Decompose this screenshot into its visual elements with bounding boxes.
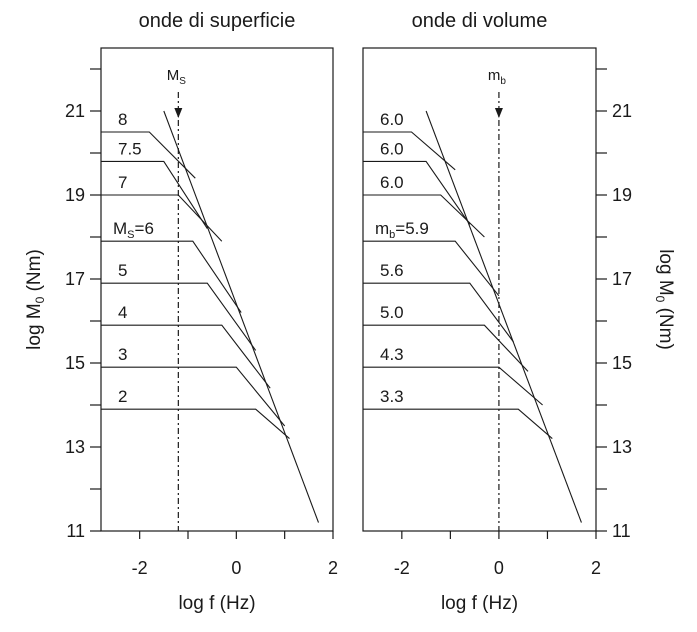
series-label: 4 [118,303,127,322]
y-tick-label: 13 [612,437,632,457]
y-tick-label: 17 [612,269,632,289]
spectrum-line [101,408,290,440]
y-tick-label: 19 [612,185,632,205]
y-axis-label: log M0 (Nm) [24,249,47,350]
x-tick-label: -2 [132,558,148,578]
series-label: 5.0 [380,303,404,322]
series-label: 6.0 [380,139,404,158]
y-tick-label: 17 [65,269,85,289]
series-label: mb=5.9 [375,219,429,241]
series-label: 5 [118,261,127,280]
series-label: 7.5 [118,139,142,158]
spectrum-line [101,131,196,179]
series-label: 3 [118,345,127,364]
marker-label: mb [488,67,507,87]
series-label: 5.6 [380,261,404,280]
arrow-head [174,108,183,118]
x-tick-label: -2 [394,558,410,578]
spectrum-line [363,194,485,238]
x-tick-label: 2 [328,558,338,578]
series-label: 2 [118,387,127,406]
plot-frame [362,47,597,532]
series-label: 3.3 [380,387,404,406]
panel-title: onde di volume [412,10,548,32]
series-label: 8 [118,110,127,129]
y-tick-label: 11 [612,521,631,541]
y-tick-label: 19 [65,185,85,205]
y-tick-label: 11 [66,521,85,541]
arrow-head [494,108,503,118]
spectrum-line [363,408,553,440]
series-label: 7 [118,173,127,192]
series-label: 6.0 [380,173,404,192]
plot-frame [100,47,334,532]
spectrum-line [101,282,257,351]
spectrum-line [363,160,471,225]
spectrum-line [363,324,529,372]
y-tick-label: 21 [65,101,85,121]
spectrum-line [101,160,208,229]
spectrum-line [101,324,271,389]
panel-title: onde di superficie [139,10,296,32]
x-tick-label: 2 [591,558,601,578]
panel-surface-waves: onde di superficie 11 13 15 17 19 21 -2 0 2 log f … [24,10,338,614]
corner-frequency-envelope [425,110,582,523]
y-tick-label: 15 [65,353,85,373]
series-label: 6.0 [380,110,404,129]
x-axis-label: log f (Hz) [178,593,255,614]
spectrum-line [363,282,514,343]
marker-label: MS [167,67,187,87]
x-axis-label: log f (Hz) [441,593,518,614]
spectrum-line [363,240,500,297]
series-label: MS=6 [113,219,154,241]
y-tick-label: 13 [65,437,85,457]
y-axis-label: log M0 (Nm) [653,249,676,350]
spectrum-line [363,131,456,171]
panel-body-waves: onde di volume 11 13 15 17 19 21 -2 0 2 log f (Hz)… [362,10,676,614]
spectrum-line [101,240,242,313]
series-label: 4.3 [380,345,404,364]
x-tick-label: 0 [231,558,241,578]
x-tick-label: 0 [494,558,504,578]
corner-frequency-envelope [163,110,320,523]
y-tick-label: 21 [612,101,632,121]
y-tick-label: 15 [612,353,632,373]
spectrum-line [101,366,286,427]
